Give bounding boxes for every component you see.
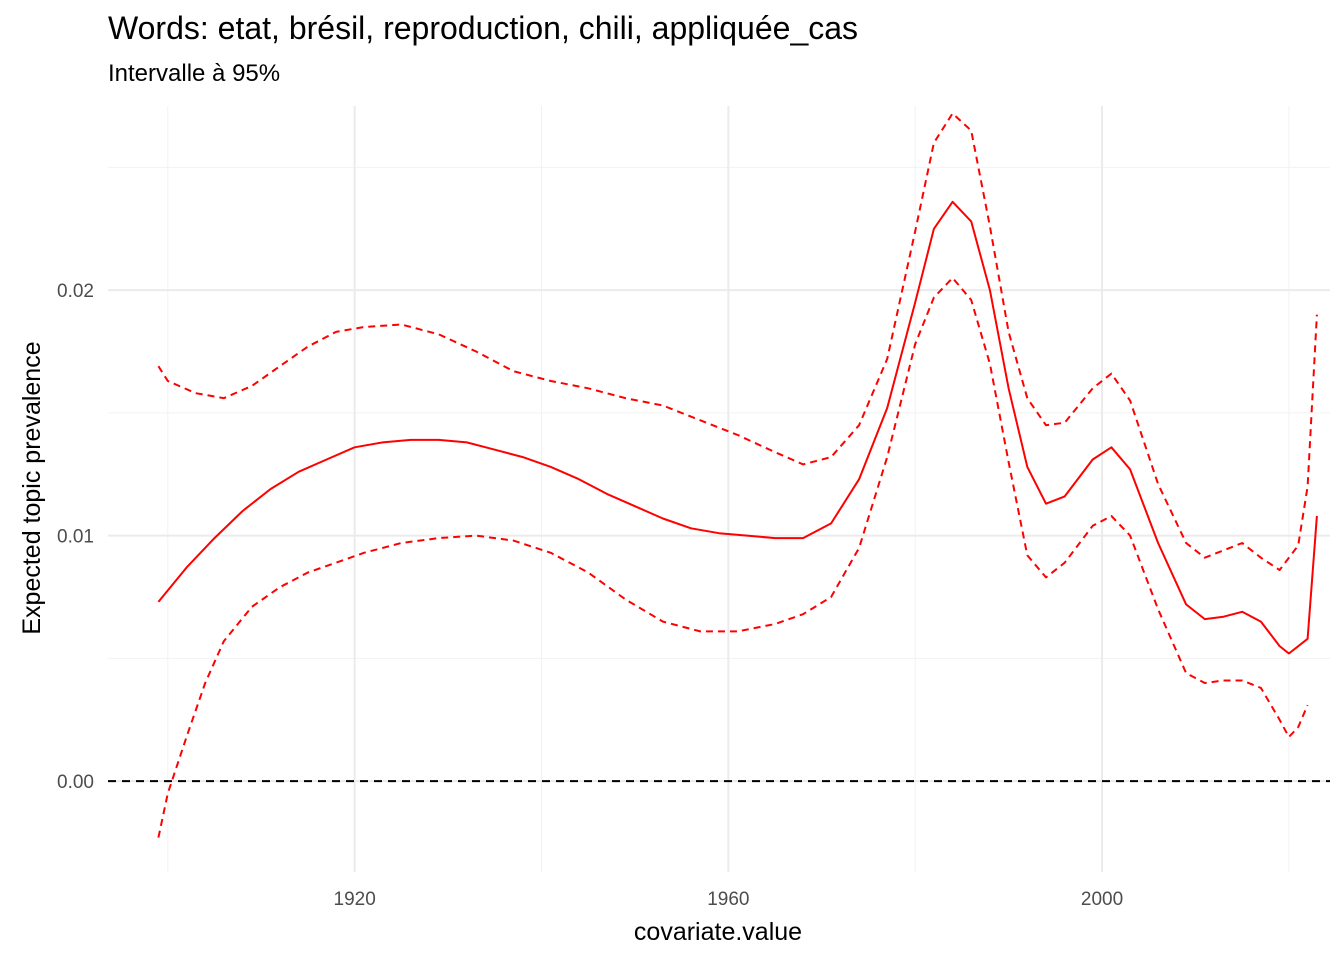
y-axis-ticks: 0.00 0.01 0.02 xyxy=(57,281,94,793)
series-line-estimate xyxy=(157,200,1318,655)
series-layer xyxy=(157,112,1318,838)
series-line-lower-bound xyxy=(157,276,1309,838)
y-axis-title: Expected topic prevalence xyxy=(18,341,46,634)
y-tick-label: 0.01 xyxy=(57,527,94,548)
grid-minor xyxy=(108,106,1330,872)
y-tick-label: 0.00 xyxy=(57,772,94,793)
chart-subtitle: Intervalle à 95% xyxy=(108,60,281,87)
grid-major xyxy=(108,106,1330,872)
y-tick-label: 0.02 xyxy=(57,281,94,302)
series-line-upper-bound xyxy=(157,112,1318,571)
x-tick-label: 1920 xyxy=(334,889,376,910)
x-axis-title: covariate.value xyxy=(634,918,802,946)
x-tick-label: 2000 xyxy=(1081,889,1123,910)
x-tick-label: 1960 xyxy=(707,889,749,910)
x-axis-ticks: 1920 1960 2000 xyxy=(334,889,1124,910)
chart-title: Words: etat, brésil, reproduction, chili… xyxy=(108,10,859,46)
